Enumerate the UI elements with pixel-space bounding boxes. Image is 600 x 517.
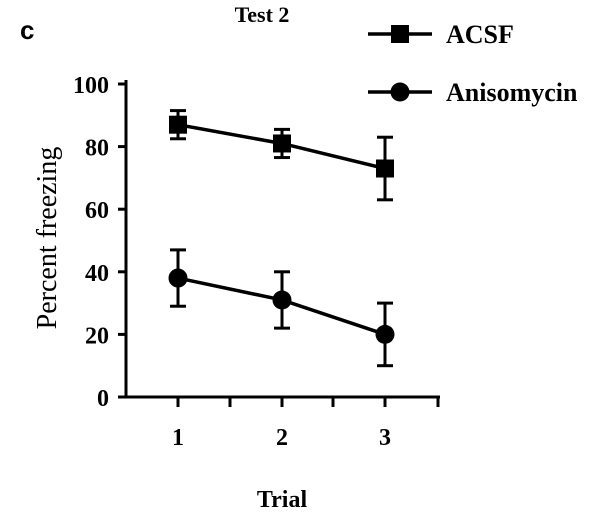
y-tick-label: 0 bbox=[97, 386, 109, 412]
y-tick-label: 60 bbox=[85, 198, 109, 224]
data-point bbox=[169, 115, 187, 134]
panel-label: c bbox=[20, 15, 34, 45]
data-point bbox=[375, 324, 395, 344]
data-point bbox=[273, 134, 291, 153]
x-ticks: 1 2 3 bbox=[172, 397, 440, 451]
legend-item-anisomycin: Anisomycin bbox=[368, 78, 578, 107]
x-tick-label: 3 bbox=[379, 425, 391, 451]
legend: ACSF Anisomycin bbox=[368, 20, 578, 107]
legend-label: ACSF bbox=[446, 20, 514, 49]
x-tick-label: 2 bbox=[276, 425, 288, 451]
data-point bbox=[376, 159, 394, 178]
chart-title: Test 2 bbox=[235, 2, 290, 27]
y-tick-label: 20 bbox=[85, 323, 109, 349]
y-tick-label: 40 bbox=[85, 261, 109, 287]
y-tick-label: 80 bbox=[85, 136, 109, 162]
series-acsf bbox=[169, 109, 394, 202]
legend-marker bbox=[391, 25, 409, 43]
legend-item-acsf: ACSF bbox=[368, 20, 514, 49]
data-point bbox=[272, 290, 292, 310]
legend-label: Anisomycin bbox=[446, 78, 578, 107]
legend-marker bbox=[390, 82, 410, 102]
x-tick-label: 1 bbox=[172, 425, 184, 451]
y-axis-label: Percent freezing bbox=[32, 147, 63, 330]
data-point bbox=[168, 268, 188, 288]
series-anisomycin bbox=[168, 248, 395, 368]
x-axis-label: Trial bbox=[257, 487, 308, 513]
y-ticks: 0 20 40 60 80 100 bbox=[73, 73, 126, 412]
series-layer bbox=[168, 109, 395, 368]
y-tick-label: 100 bbox=[73, 73, 109, 99]
